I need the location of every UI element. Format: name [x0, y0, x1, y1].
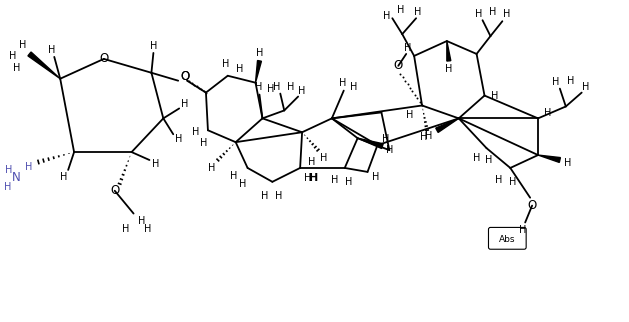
Text: H: H [582, 82, 589, 92]
Text: H: H [320, 153, 328, 163]
Text: H: H [230, 171, 237, 181]
Text: H: H [5, 165, 13, 175]
Polygon shape [436, 118, 459, 132]
Text: H: H [552, 77, 560, 87]
Text: H: H [425, 131, 433, 141]
Text: H: H [256, 48, 263, 58]
Text: H: H [275, 191, 282, 201]
Text: N: N [12, 171, 21, 185]
Text: H: H [239, 179, 247, 189]
Text: H: H [372, 172, 379, 182]
Text: Abs: Abs [499, 235, 516, 244]
Text: H: H [350, 82, 357, 92]
Text: H: H [236, 64, 243, 74]
Text: H: H [261, 191, 268, 201]
Text: H: H [420, 132, 428, 142]
Text: H: H [345, 177, 352, 187]
Text: H: H [491, 90, 498, 100]
Text: H: H [25, 162, 32, 172]
Text: H: H [138, 216, 145, 226]
Text: H: H [308, 157, 316, 167]
Polygon shape [538, 155, 560, 162]
Text: H: H [386, 145, 393, 155]
Polygon shape [255, 61, 262, 83]
Text: O: O [99, 52, 108, 65]
Text: H: H [9, 51, 16, 61]
Text: O: O [110, 184, 120, 197]
Text: H: H [485, 155, 492, 165]
Text: O: O [528, 199, 537, 212]
Polygon shape [28, 52, 60, 79]
Text: H: H [415, 7, 422, 17]
Text: H: H [396, 5, 404, 15]
Text: H: H [339, 78, 347, 88]
Text: H: H [222, 59, 230, 69]
Text: H: H [48, 45, 55, 55]
Text: H: H [406, 110, 414, 120]
Text: H: H [60, 172, 68, 182]
Text: H: H [175, 134, 183, 144]
Text: H: H [152, 159, 159, 169]
Text: H: H [150, 41, 157, 51]
Text: O: O [181, 70, 190, 83]
Text: H: H [208, 163, 216, 173]
Text: O: O [394, 59, 403, 72]
Text: H: H [382, 11, 390, 21]
Text: H: H [13, 63, 20, 73]
Text: H: H [567, 76, 574, 86]
Text: H: H [304, 173, 312, 183]
Text: H: H [509, 177, 516, 187]
Text: H: H [520, 225, 527, 235]
Text: H: H [382, 134, 389, 144]
Text: H: H [192, 127, 200, 137]
Text: H: H [122, 224, 130, 234]
Text: H: H [287, 82, 294, 92]
Text: H: H [495, 175, 502, 185]
Text: H: H [473, 153, 481, 163]
Text: H: H [181, 99, 189, 109]
Polygon shape [358, 138, 383, 148]
Text: H: H [503, 9, 510, 19]
Text: H: H [404, 43, 412, 53]
Text: H: H [309, 173, 319, 183]
Text: H: H [19, 40, 26, 50]
Text: H: H [445, 64, 452, 74]
Text: H: H [298, 86, 306, 96]
FancyBboxPatch shape [489, 227, 526, 249]
Text: H: H [144, 224, 151, 234]
Text: O: O [181, 70, 190, 83]
Text: H: H [272, 82, 280, 92]
Polygon shape [447, 41, 451, 61]
Text: H: H [331, 175, 338, 185]
Text: H: H [4, 182, 11, 192]
Text: H: H [544, 109, 552, 118]
Text: H: H [489, 7, 496, 17]
Text: H: H [475, 9, 482, 19]
Text: H: H [267, 84, 274, 94]
Text: H: H [200, 138, 208, 148]
Text: H: H [255, 82, 262, 92]
Text: H: H [564, 158, 572, 168]
